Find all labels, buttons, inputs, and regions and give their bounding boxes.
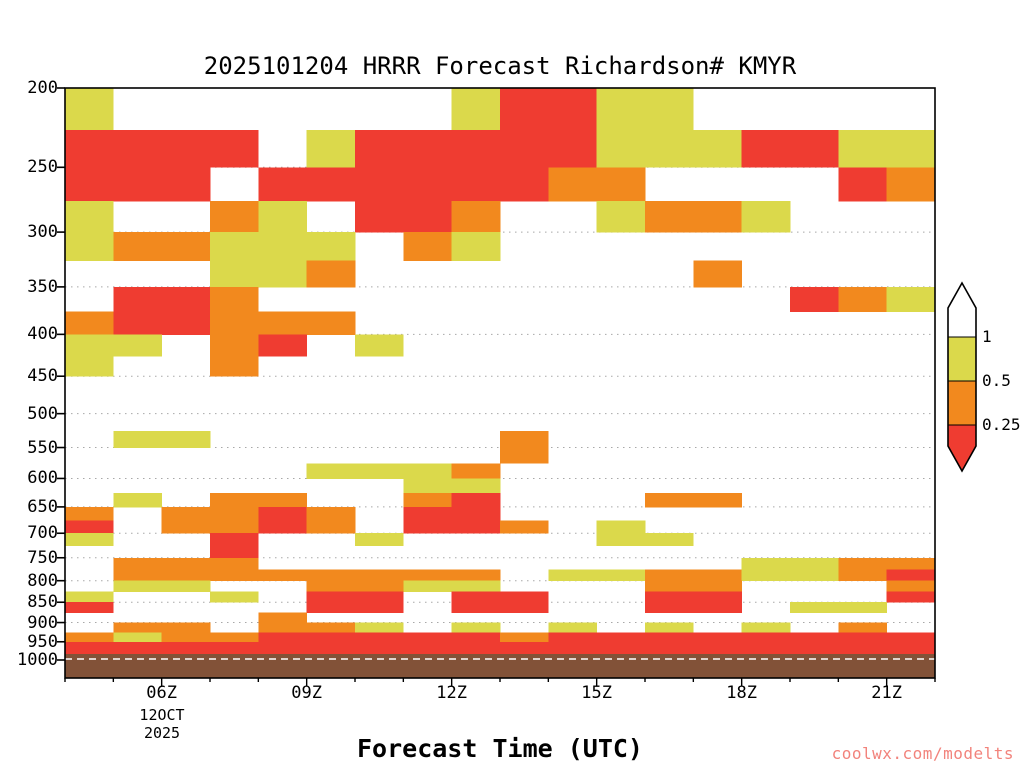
date-line-1: 12OCT <box>139 706 185 724</box>
x-tick-label: 12Z <box>436 683 468 703</box>
y-tick-label: 950 <box>27 631 58 652</box>
y-tick-label: 1000 <box>17 650 58 670</box>
y-tick-label: 250 <box>27 157 58 178</box>
x-tick-label: 15Z <box>581 683 613 703</box>
colorbar-top-arrow <box>948 283 976 308</box>
chart-title: 2025101204 HRRR Forecast Richardson# KMY… <box>203 52 797 80</box>
heatmap-cells <box>65 88 936 661</box>
colorbar <box>947 281 977 473</box>
date-line-2: 2025 <box>143 724 181 742</box>
x-tick-label: 21Z <box>871 683 903 703</box>
y-tick-label: 750 <box>27 547 58 568</box>
watermark: coolwx.com/modelts <box>831 744 1014 763</box>
y-tick-label: 350 <box>27 276 58 297</box>
x-tick-label: 18Z <box>726 683 758 703</box>
y-tick-label: 400 <box>27 324 58 345</box>
y-tick-label: 900 <box>27 612 58 633</box>
x-tick-label: 06Z <box>146 683 178 703</box>
y-tick-label: 500 <box>27 403 58 424</box>
y-tick-label: 850 <box>27 592 58 613</box>
colorbar-label: 0.25 <box>982 415 1021 434</box>
colorbar-label: 1 <box>982 327 992 346</box>
y-tick-label: 550 <box>27 437 58 458</box>
colorbar-label: 0.5 <box>982 371 1011 390</box>
colorbar-outline <box>947 281 977 473</box>
y-axis-ticks <box>57 87 65 661</box>
y-tick-label: 200 <box>27 78 58 98</box>
y-tick-label: 450 <box>27 366 58 387</box>
y-tick-label: 700 <box>27 523 58 544</box>
x-tick-label: 09Z <box>291 683 323 703</box>
y-tick-label: 650 <box>27 496 58 517</box>
terrain-surface <box>65 654 935 678</box>
colorbar-bottom-arrow <box>948 446 976 471</box>
y-tick-label: 600 <box>27 468 58 489</box>
y-tick-label: 300 <box>27 222 58 243</box>
y-tick-label: 800 <box>27 570 58 591</box>
x-axis-date-label: 12OCT 2025 <box>102 706 222 742</box>
x-axis-ticks <box>64 678 936 686</box>
x-axis-title: Forecast Time (UTC) <box>357 734 643 763</box>
